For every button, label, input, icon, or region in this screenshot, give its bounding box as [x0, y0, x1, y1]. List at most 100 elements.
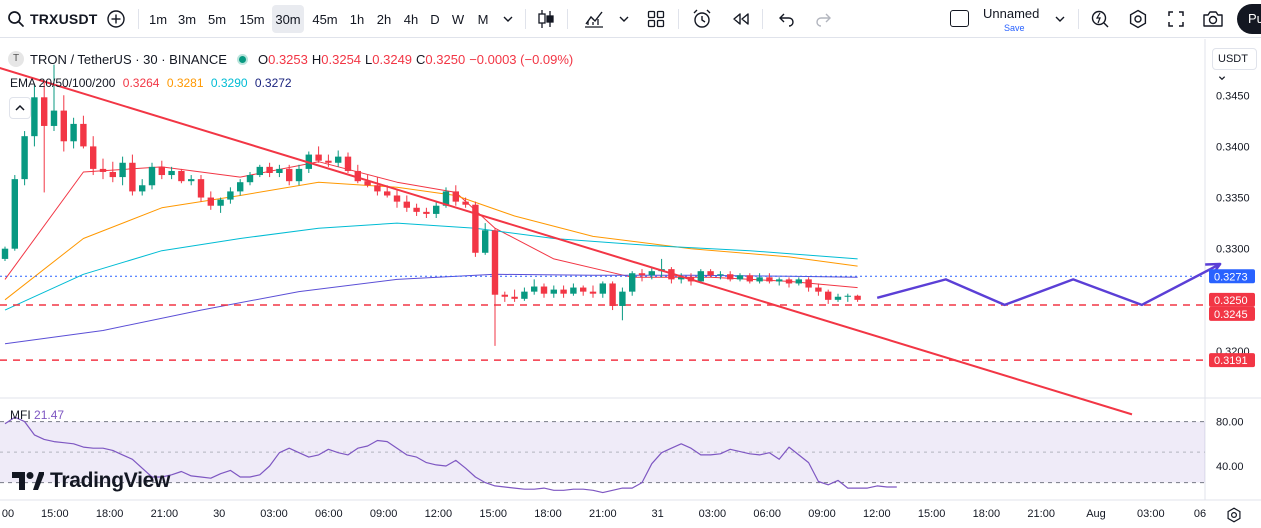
candle — [521, 287, 528, 301]
candle-body — [21, 136, 28, 180]
candle — [188, 175, 195, 186]
time-tick-label: 06:00 — [753, 508, 781, 520]
price-badge-bg — [1209, 353, 1255, 368]
interval-dropdown-button[interactable] — [497, 5, 519, 33]
interval-30m[interactable]: 30m — [272, 5, 304, 33]
chart-type-button[interactable] — [533, 5, 559, 33]
descending-trendline[interactable] — [0, 67, 1133, 416]
layout-name[interactable]: Unnamed — [983, 6, 1040, 21]
candle-body — [315, 154, 322, 161]
interval-45m[interactable]: 45m — [312, 11, 338, 27]
alert-button[interactable] — [688, 5, 716, 33]
templates-button[interactable] — [643, 5, 669, 33]
ohlc-close-value: 0.3250 — [425, 51, 466, 67]
time-tick-label: 15:00 — [918, 508, 946, 520]
candle-body — [325, 160, 332, 163]
candle-body — [766, 277, 773, 282]
interval-3m[interactable]: 3m — [177, 11, 197, 27]
candle — [834, 293, 842, 302]
tradingview-logo[interactable]: TradingView — [12, 469, 170, 493]
candle-body — [90, 146, 97, 169]
mfi-legend[interactable]: MFI 21.47 — [10, 408, 64, 422]
publish-button[interactable]: Pu — [1237, 4, 1261, 34]
candle — [511, 289, 518, 302]
interval-1m[interactable]: 1m — [148, 11, 168, 27]
candle-body — [207, 197, 214, 206]
currency-selector[interactable]: USDT — [1212, 48, 1257, 81]
candle — [227, 187, 234, 204]
grid-lines — [0, 39, 1261, 501]
candle — [648, 267, 655, 280]
candle — [776, 277, 783, 286]
candle — [844, 293, 851, 302]
candle-body — [413, 207, 420, 212]
candle — [717, 271, 724, 280]
replay-button[interactable] — [728, 5, 754, 33]
candle — [491, 228, 499, 346]
candle-body — [570, 287, 577, 294]
quick-search-button[interactable] — [1087, 5, 1113, 33]
time-axis[interactable]: 00 15:00 18:00 21:00 30 03:00 06:00 09:00 12:00 1… — [2, 508, 1206, 520]
undo-button[interactable] — [774, 5, 800, 33]
mfi-tick-label: 80.00 — [1216, 417, 1244, 429]
candle — [21, 131, 28, 186]
candle — [560, 285, 567, 298]
interval-15m[interactable]: 15m — [239, 11, 265, 27]
chart-pane[interactable]: 0.3450 0.3400 0.3350 0.3300 0.3200 80.00 40.00… — [0, 39, 1261, 528]
undo-icon — [779, 13, 794, 27]
time-tick-label: 21:00 — [1027, 508, 1055, 520]
trendline-drawing[interactable] — [0, 67, 1133, 416]
interval-w[interactable]: W — [451, 11, 465, 27]
candle — [70, 117, 77, 149]
save-label[interactable]: Save — [1004, 23, 1025, 33]
ema-line-3 — [4, 222, 858, 311]
projection-path[interactable] — [876, 262, 1221, 307]
settings-button[interactable] — [1125, 5, 1151, 33]
compare-symbol-button[interactable] — [103, 5, 129, 33]
interval-m[interactable]: M — [477, 11, 489, 27]
symbol-title[interactable]: TRON / TetherUS · 30 · BINANCE — [30, 51, 227, 67]
symbol-search[interactable]: TRXUSDT — [6, 8, 98, 30]
candle — [452, 185, 459, 206]
time-tick-label: 15:00 — [479, 508, 507, 520]
candle-body — [482, 230, 489, 253]
ema-legend[interactable]: EMA 20/50/100/200 0.3264 0.3281 0.3290 0… — [10, 76, 296, 90]
candle — [413, 203, 420, 216]
redo-button[interactable] — [810, 5, 836, 33]
candle — [462, 197, 469, 208]
candle-body — [678, 277, 685, 280]
interval-4h[interactable]: 4h — [403, 11, 419, 27]
price-chart[interactable]: 0.34500.34000.33500.33000.320080.0040.00… — [0, 39, 1261, 528]
time-tick-label: 03:00 — [1137, 508, 1165, 520]
time-axis-settings-button[interactable] — [1226, 507, 1242, 528]
fullscreen-button[interactable] — [1163, 5, 1189, 33]
time-tick-label: 18:00 — [534, 508, 562, 520]
candle-body — [491, 230, 499, 295]
interval-1h[interactable]: 1h — [349, 11, 365, 27]
search-icon — [8, 11, 24, 27]
interval-d[interactable]: D — [430, 11, 440, 27]
time-tick-label: 09:00 — [370, 508, 398, 520]
interval-2h[interactable]: 2h — [376, 11, 392, 27]
candle-body — [31, 97, 38, 137]
candle-body — [266, 166, 273, 173]
snapshot-button[interactable] — [1200, 5, 1226, 33]
candle — [158, 160, 165, 180]
candle-body — [717, 274, 724, 276]
layout-select-icon[interactable] — [950, 10, 969, 27]
price-badge-label: 0.3273 — [1214, 271, 1248, 283]
interval-5m[interactable]: 5m — [207, 11, 227, 27]
candle-body — [178, 170, 185, 182]
rewind-icon — [733, 13, 749, 25]
projection-drawing[interactable] — [876, 262, 1222, 307]
redo-icon — [816, 13, 831, 27]
market-status-icon[interactable] — [236, 53, 248, 65]
candle-body — [785, 279, 793, 284]
ohlc-high-key: H — [311, 51, 322, 67]
collapse-legend-button[interactable] — [9, 97, 31, 119]
candle — [178, 168, 185, 184]
indicators-dropdown-button[interactable] — [614, 5, 634, 33]
indicators-button[interactable] — [580, 5, 608, 33]
layout-dropdown-button[interactable] — [1050, 5, 1070, 33]
